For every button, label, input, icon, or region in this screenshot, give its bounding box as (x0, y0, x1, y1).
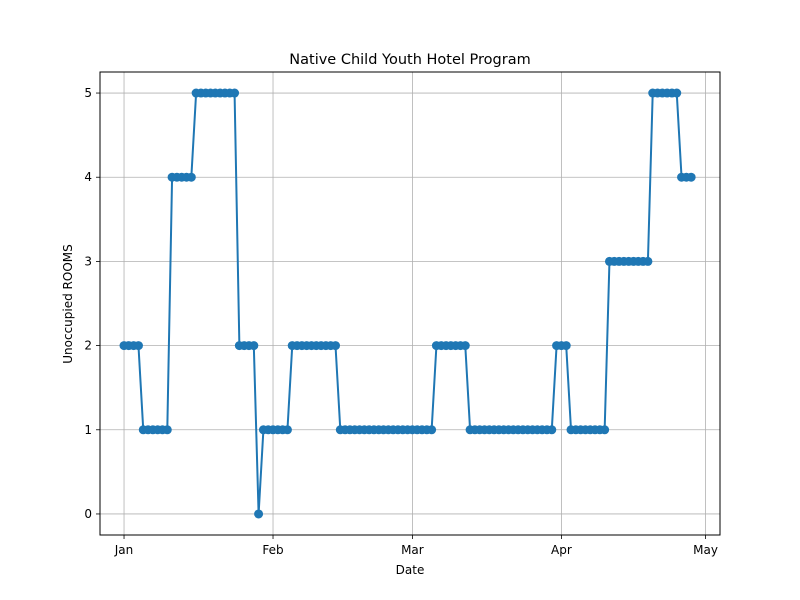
data-point (561, 341, 571, 351)
x-tick-label: Mar (401, 543, 424, 557)
y-tick-label: 3 (84, 254, 92, 268)
data-point (249, 341, 259, 351)
x-tick-label: Apr (551, 543, 572, 557)
y-tick-label: 1 (84, 423, 92, 437)
x-tick-label: Feb (262, 543, 283, 557)
data-point (686, 172, 696, 182)
data-point (672, 88, 682, 98)
data-point (547, 425, 557, 435)
y-tick-label: 0 (84, 507, 92, 521)
x-tick-label: Jan (114, 543, 134, 557)
data-point (282, 425, 292, 435)
data-point (230, 88, 240, 98)
data-point (460, 341, 470, 351)
grid (100, 72, 720, 535)
data-point (643, 256, 653, 266)
data-point (162, 425, 172, 435)
data-point (600, 425, 610, 435)
axis-ticks: Jan Feb Mar Apr May 0 1 2 3 4 5 (84, 86, 718, 557)
chart-title: Native Child Youth Hotel Program (289, 52, 530, 68)
data-point (186, 172, 196, 182)
series-markers (119, 88, 696, 519)
y-axis-label: Unoccupied ROOMS (61, 244, 75, 364)
y-tick-label: 4 (84, 170, 92, 184)
y-tick-label: 2 (84, 339, 92, 353)
data-point (254, 509, 264, 519)
x-axis-label: Date (396, 563, 425, 577)
plot-frame (99, 71, 721, 536)
data-point (331, 341, 340, 351)
y-tick-label: 5 (84, 86, 92, 100)
x-tick-label: May (693, 543, 718, 557)
data-point (133, 341, 143, 351)
data-point (427, 425, 437, 435)
